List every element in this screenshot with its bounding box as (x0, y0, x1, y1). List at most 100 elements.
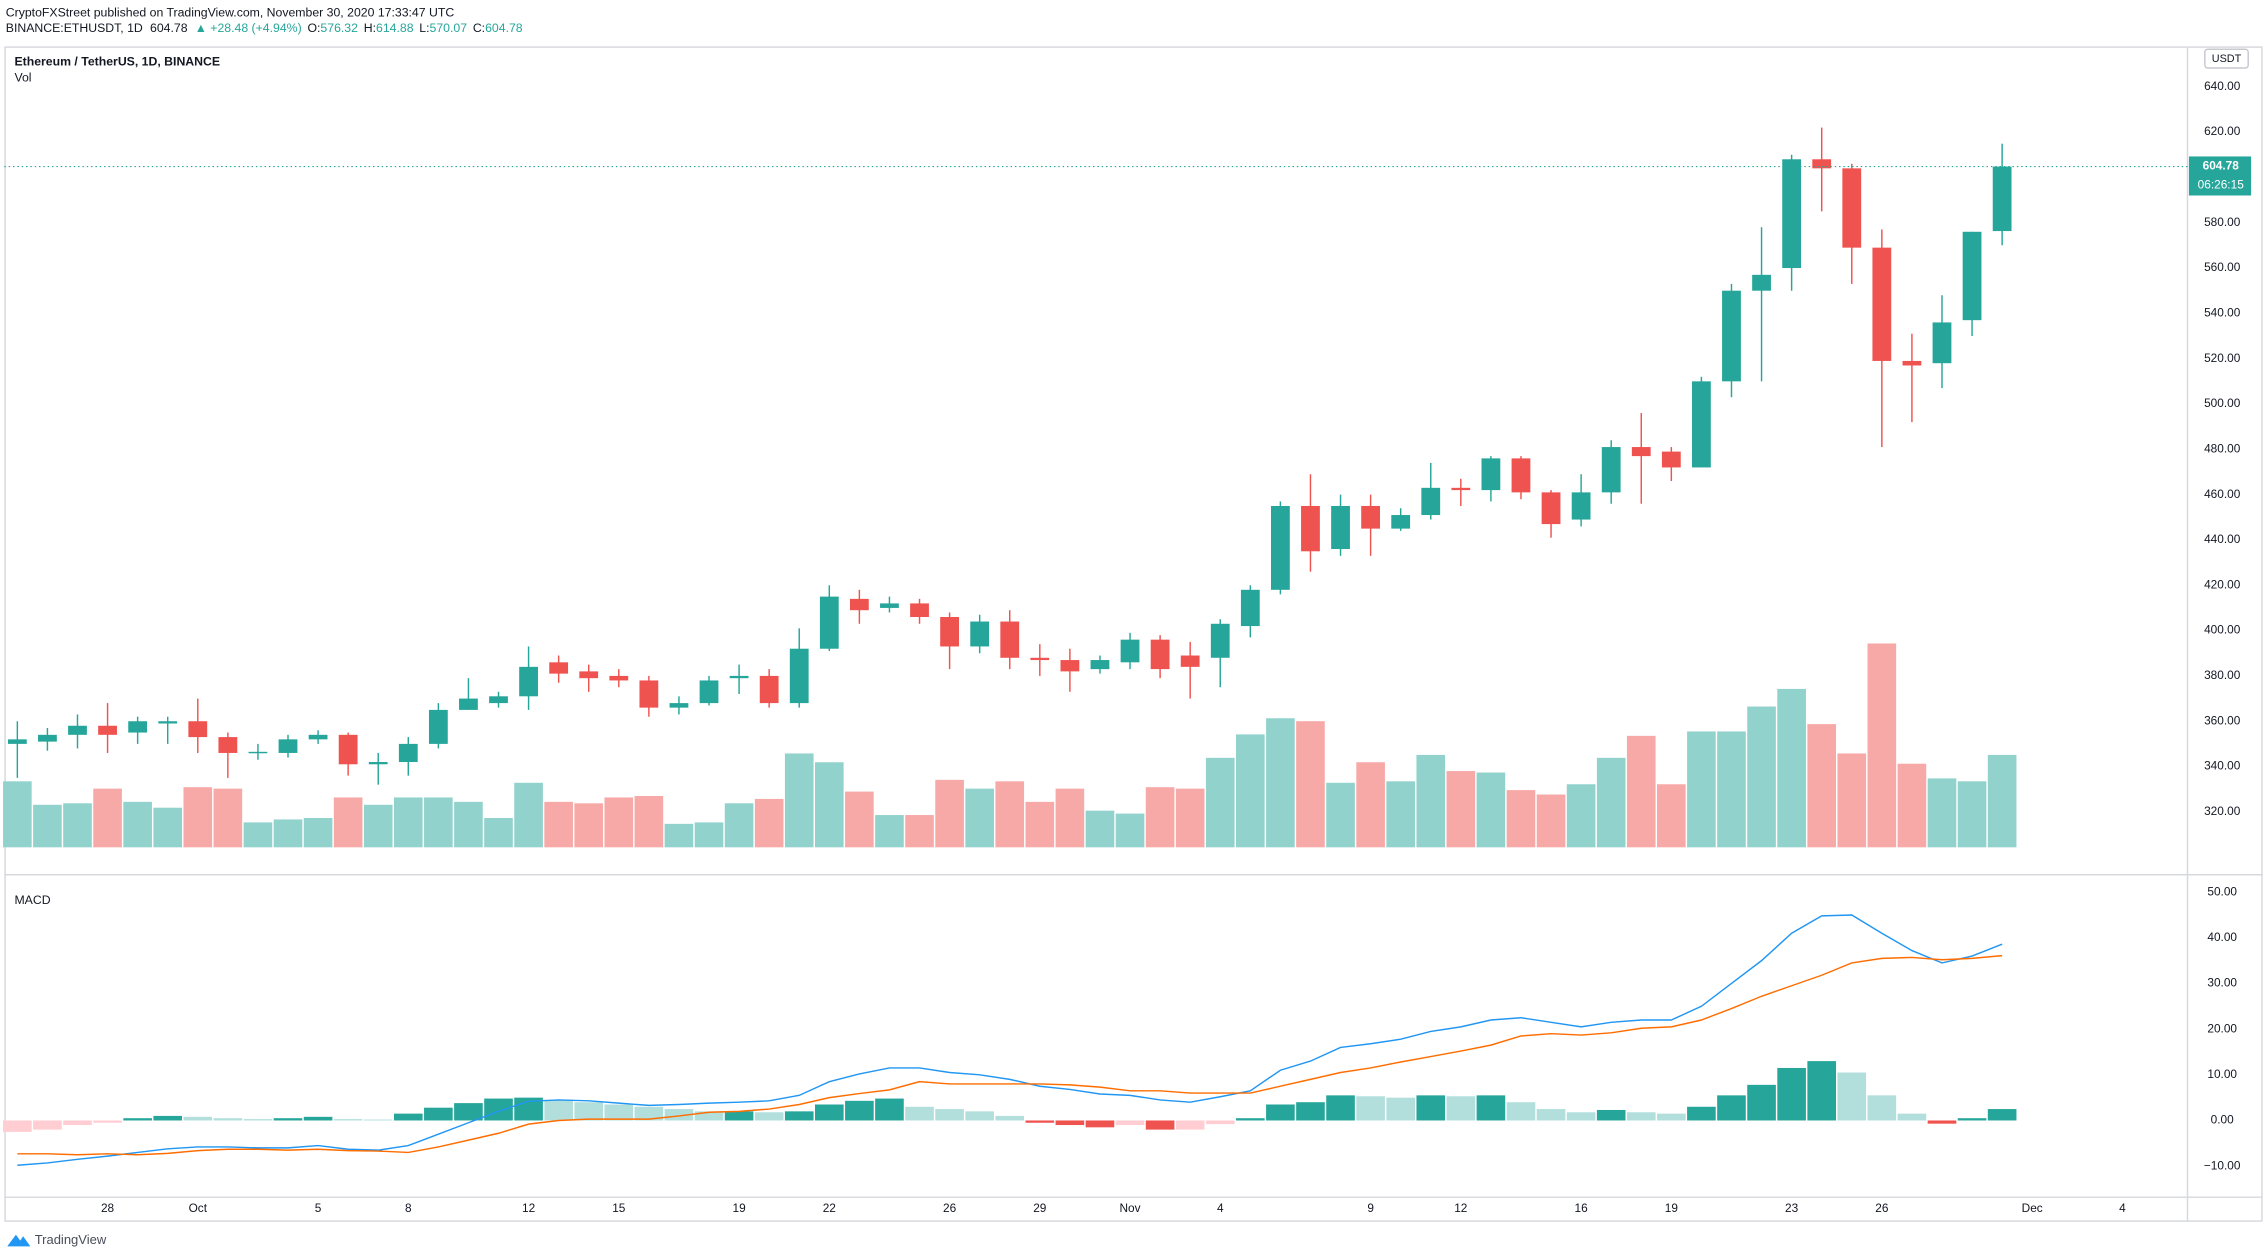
volume-bar (664, 823, 694, 848)
macd-tick-label: 20.00 (2207, 1021, 2237, 1035)
volume-bar (1897, 763, 1927, 848)
macd-histogram-bar (1807, 1061, 1837, 1121)
volume-bar (694, 822, 724, 848)
volume-bar (1115, 813, 1145, 848)
candle-body (849, 598, 869, 611)
last-price: 604.78 (150, 21, 188, 35)
volume-bar (1416, 754, 1446, 848)
volume-bar (604, 797, 634, 848)
volume-bar (1025, 801, 1055, 848)
symbol: BINANCE:ETHUSDT, 1D (6, 21, 143, 35)
macd-histogram-bar (1657, 1113, 1686, 1121)
macd-histogram-bar (1867, 1095, 1897, 1121)
volume-bar (1536, 794, 1566, 848)
volume-bar (1657, 784, 1686, 848)
candle-body (1481, 458, 1501, 491)
macd-histogram-bar (1476, 1095, 1506, 1121)
x-tick-label: Nov (1119, 1201, 1140, 1215)
y-tick-label: 500.00 (2204, 396, 2241, 410)
candle-body (308, 734, 328, 740)
volume-bar (1205, 757, 1235, 848)
candle-body (128, 721, 148, 733)
candle-body (98, 725, 117, 735)
last-price-label: 604.78 (2203, 159, 2240, 173)
macd-histogram-bar (1777, 1067, 1806, 1121)
macd-histogram-bar (183, 1116, 213, 1121)
volume-bar (333, 797, 363, 848)
candle-body (68, 725, 87, 735)
macd-histogram-bar (574, 1102, 604, 1121)
macd-histogram-bar (1356, 1096, 1385, 1121)
macd-histogram-bar (1626, 1112, 1656, 1121)
y-tick-label: 320.00 (2204, 804, 2241, 818)
macd-histogram-bar (1085, 1120, 1115, 1128)
x-tick-label: 26 (943, 1201, 957, 1215)
candle-body (819, 596, 839, 649)
candle-body (1421, 487, 1441, 516)
volume-bar (724, 803, 754, 848)
volume-bar (123, 801, 152, 848)
macd-tick-label: −10.00 (2204, 1158, 2241, 1172)
candle-body (278, 739, 298, 753)
macd-histogram-bar (1536, 1109, 1566, 1121)
ohlc-key: L: (419, 21, 429, 35)
macd-histogram-bar (454, 1103, 483, 1121)
x-tick-label: 23 (1785, 1201, 1799, 1215)
candle-body (1391, 515, 1411, 529)
volume-bar (1837, 753, 1867, 848)
macd-histogram-bar (243, 1119, 273, 1121)
ohlc-key: C: (473, 21, 485, 35)
macd-histogram-bar (1957, 1118, 1987, 1121)
macd-histogram-bar (965, 1111, 994, 1121)
volume-bar (1867, 643, 1897, 848)
x-tick-label: 26 (1875, 1201, 1889, 1215)
macd-histogram-bar (1025, 1120, 1055, 1123)
candle-body (1692, 381, 1711, 468)
macd-histogram-bar (1115, 1120, 1145, 1126)
macd-histogram-bar (604, 1104, 634, 1121)
candle-body (1601, 447, 1621, 493)
volume-bar (1236, 734, 1265, 848)
macd-histogram-bar (393, 1113, 423, 1121)
volume-bar (1446, 771, 1476, 848)
x-tick-label: 15 (612, 1201, 626, 1215)
candle-body (7, 739, 27, 744)
volume-bar (1566, 784, 1596, 848)
candle-body (1240, 589, 1260, 627)
macd-histogram-bar (1837, 1072, 1867, 1121)
volume-bar (905, 815, 934, 848)
candle-body (1090, 660, 1110, 670)
x-tick-label: 12 (1454, 1201, 1467, 1215)
macd-histogram-bar (1596, 1109, 1626, 1121)
candle-body (1361, 505, 1381, 529)
x-tick-label: Dec (2022, 1201, 2043, 1215)
countdown: 06:26:15 (2198, 177, 2245, 191)
y-tick-label: 460.00 (2204, 487, 2241, 501)
x-tick-label: 9 (1367, 1201, 1374, 1215)
candle-body (1812, 159, 1832, 169)
macd-histogram-bar (63, 1120, 92, 1126)
candle-body (1992, 166, 2012, 232)
candle-body (1301, 505, 1320, 552)
macd-histogram-bar (1055, 1120, 1085, 1126)
volume-bar (213, 788, 243, 848)
volume-bar (1687, 731, 1716, 848)
candle-body (368, 762, 388, 765)
candle-body (188, 721, 208, 738)
macd-tick-label: 50.00 (2207, 884, 2237, 898)
candle-body (1150, 639, 1170, 670)
macd-histogram-bar (1717, 1095, 1746, 1121)
y-tick-label: 620.00 (2204, 124, 2241, 138)
x-tick-label: 4 (1217, 1201, 1224, 1215)
x-tick-label: 4 (2119, 1201, 2126, 1215)
candle-body (428, 709, 448, 744)
volume-bar (875, 815, 904, 848)
candle-body (1661, 451, 1681, 468)
candle-body (1752, 274, 1771, 291)
currency-box[interactable] (2204, 48, 2249, 69)
macd-histogram-bar (1566, 1112, 1596, 1121)
y-tick-label: 420.00 (2204, 577, 2241, 591)
candle-body (1060, 660, 1080, 672)
macd-histogram-bar (724, 1111, 754, 1121)
y-tick-label: 580.00 (2204, 215, 2241, 229)
